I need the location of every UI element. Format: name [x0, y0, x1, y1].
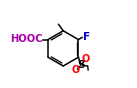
Text: O: O	[82, 54, 90, 65]
Text: S: S	[77, 60, 84, 70]
Text: HOOC: HOOC	[10, 34, 43, 44]
Text: F: F	[83, 32, 90, 42]
Text: O: O	[72, 65, 80, 76]
